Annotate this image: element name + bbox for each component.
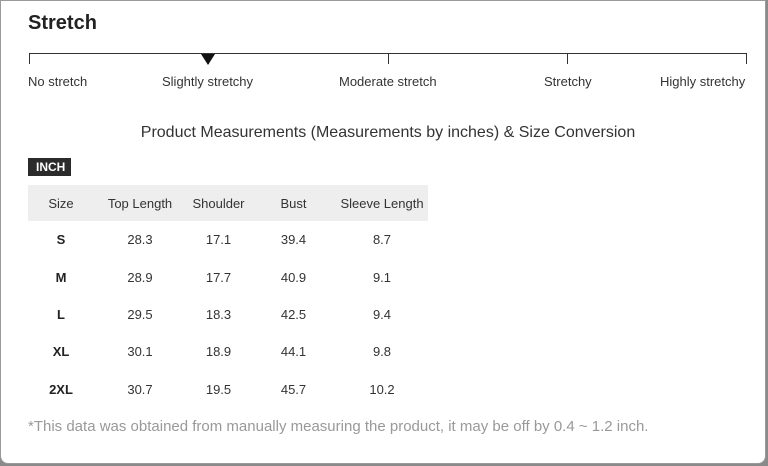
shoulder-cell: 17.7 xyxy=(205,269,232,285)
sleeve-length-cell: 8.7 xyxy=(372,232,392,248)
shoulder-cell: 18.9 xyxy=(205,344,232,360)
table-header-row: Size Top Length Shoulder Bust Sleeve Len… xyxy=(28,185,428,221)
size-cell: L xyxy=(57,306,65,322)
top-length-cell: 29.5 xyxy=(127,306,153,322)
bust-cell: 45.7 xyxy=(280,381,307,397)
table-row: M 28.9 17.7 40.9 9.1 xyxy=(28,258,428,295)
stretch-selected-marker-icon xyxy=(201,54,215,65)
stretch-label-slightly-stretchy: Slightly stretchy xyxy=(162,74,254,89)
bust-cell: 39.4 xyxy=(280,232,307,248)
table-row: XL 30.1 18.9 44.1 9.8 xyxy=(28,333,428,370)
stretch-tick xyxy=(29,53,30,64)
stretch-label-moderate-stretch: Moderate stretch xyxy=(339,74,437,89)
shoulder-cell: 18.3 xyxy=(205,306,232,322)
stretch-label-highly-stretchy: Highly stretchy xyxy=(660,74,746,89)
bust-cell: 40.9 xyxy=(280,269,307,285)
stretch-tick xyxy=(388,53,389,64)
table-row: S 28.3 17.1 39.4 8.7 xyxy=(28,221,428,258)
size-cell: 2XL xyxy=(49,381,73,397)
stretch-label-no-stretch: No stretch xyxy=(28,74,88,89)
bust-cell: 42.5 xyxy=(280,306,307,322)
size-cell: S xyxy=(56,232,66,248)
sleeve-length-cell: 9.4 xyxy=(372,306,392,322)
stretch-title: Stretch xyxy=(28,12,97,34)
size-cell: XL xyxy=(52,344,70,360)
top-length-cell: 30.1 xyxy=(127,344,153,360)
bust-cell: 44.1 xyxy=(280,344,307,360)
size-table: Size Top Length Shoulder Bust Sleeve Len… xyxy=(28,185,428,408)
measurements-heading: Product Measurements (Measurements by in… xyxy=(140,124,636,141)
measurement-note: *This data was obtained from manually me… xyxy=(28,418,649,435)
top-length-cell: 28.3 xyxy=(127,232,153,248)
column-header-size: Size xyxy=(28,185,94,221)
top-length-cell: 28.9 xyxy=(127,269,153,285)
stretch-label-stretchy: Stretchy xyxy=(544,74,592,89)
column-header-bust: Bust xyxy=(251,185,336,221)
stretch-tick xyxy=(567,53,568,64)
shoulder-cell: 19.5 xyxy=(205,381,232,397)
sleeve-length-cell: 10.2 xyxy=(369,381,395,397)
size-cell: M xyxy=(55,269,67,285)
column-header-shoulder: Shoulder xyxy=(186,185,251,221)
column-header-top-length: Top Length xyxy=(94,185,186,221)
column-header-sleeve-length: Sleeve Length xyxy=(336,185,428,221)
stretch-tick xyxy=(746,53,747,64)
table-row: 2XL 30.7 19.5 45.7 10.2 xyxy=(28,371,428,408)
table-row: L 29.5 18.3 42.5 9.4 xyxy=(28,296,428,333)
top-length-cell: 30.7 xyxy=(127,381,153,397)
sleeve-length-cell: 9.1 xyxy=(372,269,392,285)
unit-badge: INCH xyxy=(28,158,72,176)
shoulder-cell: 17.1 xyxy=(205,232,232,248)
sleeve-length-cell: 9.8 xyxy=(372,344,392,360)
